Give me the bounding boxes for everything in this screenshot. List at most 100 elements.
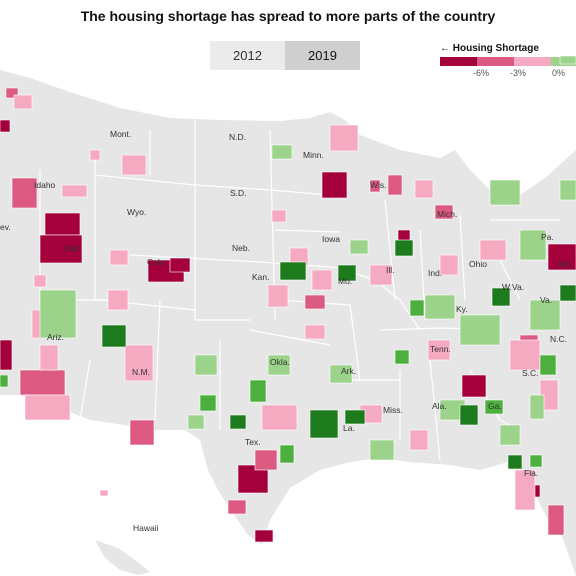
chart-title: The housing shortage has spread to more … <box>80 8 496 24</box>
metro-area <box>267 284 289 308</box>
metro-area <box>13 94 33 110</box>
label-tex: Tex. <box>245 437 261 447</box>
legend-ticks: -6% -3% 0% <box>440 68 576 82</box>
toggle-2012-button[interactable]: 2012 <box>210 41 285 70</box>
legend-tick-neg3: -3% <box>510 68 527 78</box>
metro-area <box>509 339 541 371</box>
metro-area <box>39 234 83 264</box>
metro-area <box>254 529 274 543</box>
legend-title: ← Housing Shortage <box>440 43 539 54</box>
label-ky: Ky. <box>456 304 468 314</box>
metro-area <box>271 144 293 160</box>
metro-area <box>304 294 326 310</box>
label-colo: Colo. <box>147 257 167 267</box>
metro-area <box>0 339 13 371</box>
label-utah: Utah <box>63 243 81 253</box>
label-nev: ev. <box>0 222 11 232</box>
label-ala: Ala. <box>432 401 447 411</box>
metro-area <box>129 419 155 446</box>
metro-area <box>539 354 557 376</box>
label-ark: Ark. <box>341 366 356 376</box>
metro-area <box>99 489 109 497</box>
metro-area <box>311 269 333 291</box>
label-hawaii: Hawaii <box>133 523 159 533</box>
metro-area <box>261 404 298 431</box>
metro-area <box>414 179 434 199</box>
metro-area <box>491 287 511 307</box>
metro-area <box>0 374 9 388</box>
metro-area <box>559 284 576 302</box>
metro-area <box>529 454 543 468</box>
label-ariz: Ariz. <box>47 332 64 342</box>
metro-area <box>0 119 11 133</box>
metro-area <box>484 399 504 415</box>
label-mo: Mo. <box>338 276 352 286</box>
state-labels: Mont. N.D. Minn. S.D. Wis. Mich. Idaho W… <box>0 129 572 533</box>
label-nc: N.C. <box>550 334 567 344</box>
label-wyo: Wyo. <box>127 207 146 217</box>
metro-area <box>24 394 71 421</box>
toggle-2019-button[interactable]: 2019 <box>285 41 360 70</box>
metro-area <box>61 184 88 198</box>
label-wis: Wis. <box>370 180 387 190</box>
label-tenn: Tenn. <box>430 344 451 354</box>
metro-area <box>394 239 414 257</box>
metro-area <box>514 469 536 511</box>
metro-area <box>279 261 307 281</box>
metro-area <box>39 289 77 339</box>
metro-area <box>121 154 147 176</box>
metro-area <box>387 174 403 196</box>
metro-area <box>394 349 410 365</box>
legend-swatch-3 <box>514 57 551 66</box>
metro-areas <box>0 55 576 543</box>
metro-area <box>227 499 247 515</box>
metro-area <box>39 344 59 371</box>
metro-area <box>479 239 507 261</box>
metro-area <box>369 439 395 461</box>
metro-area <box>559 55 576 65</box>
label-mich: Mich. <box>437 209 457 219</box>
metro-area <box>461 374 487 398</box>
metro-area <box>101 324 127 348</box>
metro-area <box>254 449 278 471</box>
metro-area <box>559 179 576 201</box>
label-fla: Fla. <box>524 468 538 478</box>
metro-area <box>499 424 521 446</box>
metro-area <box>89 149 101 161</box>
metro-area <box>409 429 429 451</box>
metro-area <box>349 239 369 255</box>
label-idaho: Idaho <box>34 180 56 190</box>
metro-area <box>459 404 479 426</box>
metro-area <box>229 414 247 430</box>
metro-area <box>271 209 287 223</box>
label-la: La. <box>343 423 355 433</box>
label-sd: S.D. <box>230 188 247 198</box>
metro-area <box>529 394 545 420</box>
metro-area <box>329 124 359 152</box>
metro-area <box>439 254 459 276</box>
year-toggle: 2012 2019 <box>210 41 360 70</box>
metro-area <box>249 379 267 403</box>
metro-area <box>109 249 129 266</box>
metro-area <box>547 243 576 271</box>
label-ga: Ga. <box>488 401 502 411</box>
hawaii-shape <box>95 540 150 575</box>
label-ind: Ind. <box>428 268 442 278</box>
metro-area <box>187 414 205 430</box>
metro-area <box>337 264 357 282</box>
metro-area <box>434 204 454 220</box>
metro-area <box>369 179 381 193</box>
metro-area <box>369 264 393 286</box>
label-kan: Kan. <box>252 272 270 282</box>
metro-area <box>5 87 19 99</box>
metro-area <box>344 409 366 425</box>
metro-area <box>329 364 353 384</box>
metro-area <box>267 354 291 376</box>
metro-area <box>519 229 547 261</box>
label-miss: Miss. <box>383 405 403 415</box>
legend-swatch-1 <box>440 57 477 66</box>
label-neb: Neb. <box>232 243 250 253</box>
metro-area <box>44 212 81 236</box>
label-nd: N.D. <box>229 132 246 142</box>
